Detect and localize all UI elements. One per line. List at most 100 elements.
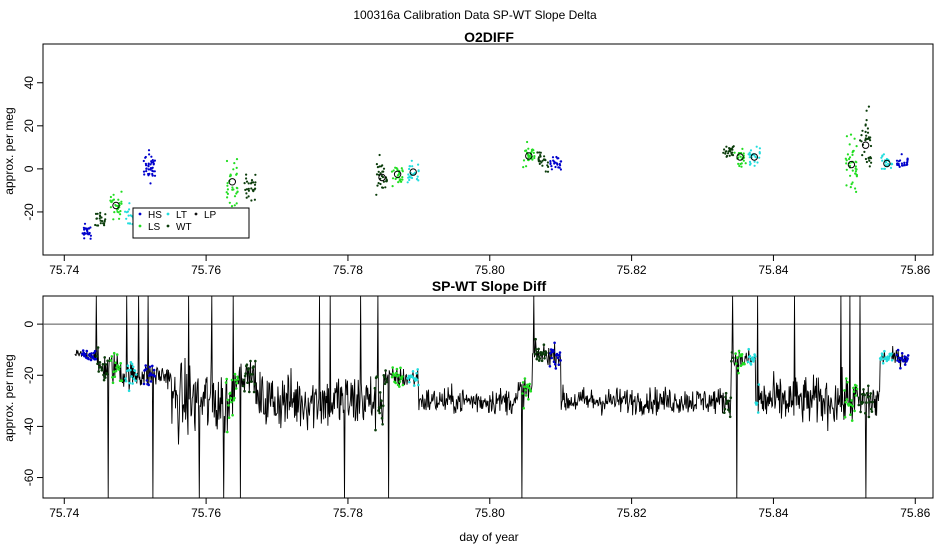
data-point-wt	[378, 165, 381, 168]
data-point-ls	[738, 164, 741, 168]
slope-point-hs	[142, 382, 146, 386]
slope-diff-title: SP-WT Slope Diff	[432, 278, 547, 294]
data-point-ls	[235, 192, 238, 195]
slope-point-wt	[101, 368, 104, 372]
data-point-hs	[906, 158, 909, 161]
data-point-ls	[532, 151, 535, 154]
data-point-ls	[109, 199, 112, 202]
legend-box	[132, 207, 250, 239]
data-point-ls	[846, 153, 850, 156]
legend-label-ls: LS	[148, 222, 161, 233]
slope-point-hs	[552, 350, 555, 353]
slope-point-hs	[903, 363, 907, 366]
data-point-ls	[850, 183, 853, 186]
slope-point-ls	[739, 364, 743, 368]
data-point-wt	[376, 184, 379, 187]
slope-point-wt	[540, 359, 544, 363]
data-point-hs	[142, 159, 145, 163]
slope-point-ls	[229, 391, 232, 395]
data-point-ls	[742, 152, 745, 155]
slope-point-wt	[868, 400, 871, 404]
data-point-ls	[845, 159, 848, 162]
data-point-wt	[861, 154, 864, 157]
slope-point-ls	[233, 372, 237, 376]
data-point-lt	[128, 208, 131, 211]
slope-point-ls	[734, 352, 737, 355]
x-tick-label: 75.80	[475, 263, 505, 277]
slope-point-ls	[736, 356, 739, 359]
data-point-hs	[549, 162, 552, 165]
slope-point-wt	[539, 351, 543, 354]
slope-point-wt	[249, 359, 252, 363]
slope-point-hs	[902, 358, 906, 362]
slope-point-hs	[93, 349, 97, 353]
data-point-wt	[99, 211, 102, 214]
data-point-wt	[725, 145, 728, 148]
data-point-wt	[103, 224, 106, 227]
slope-point-wt	[242, 384, 245, 388]
slope-point-wt	[730, 359, 733, 363]
data-point-hs	[903, 161, 906, 164]
data-point-hs	[147, 168, 150, 171]
legend-swatch-ls	[138, 224, 142, 228]
slope-point-lt	[126, 364, 130, 368]
data-point-hs	[550, 165, 553, 168]
data-point-lt	[882, 153, 886, 156]
data-point-wt	[244, 188, 247, 191]
data-point-wt	[538, 151, 541, 154]
data-point-wt	[253, 198, 256, 201]
slope-point-ls	[234, 387, 238, 390]
data-point-hs	[900, 162, 904, 165]
slope-point-lt	[129, 368, 132, 372]
slope-point-ls	[849, 403, 853, 407]
slope-point-ls	[529, 389, 533, 393]
slope-point-wt	[865, 392, 869, 395]
slope-point-ls	[397, 373, 401, 377]
data-point-hs	[555, 155, 558, 159]
data-point-hs	[895, 159, 899, 162]
data-point-wt	[385, 180, 388, 183]
data-point-hs	[153, 170, 156, 173]
slope-point-ls	[232, 398, 236, 402]
data-point-ls	[845, 168, 848, 171]
slope-point-lt	[130, 362, 134, 366]
data-point-ls	[235, 166, 238, 169]
data-point-wt	[379, 172, 382, 175]
data-point-lt	[408, 178, 411, 182]
data-point-hs	[898, 165, 901, 168]
data-point-ls	[401, 170, 404, 173]
data-point-wt	[538, 160, 542, 163]
data-point-hs	[142, 170, 146, 173]
data-point-wt	[382, 180, 385, 183]
data-point-ls	[226, 184, 229, 187]
legend-swatch-wt	[166, 224, 170, 228]
data-point-hs	[147, 162, 150, 165]
slope-point-ls	[226, 430, 229, 434]
data-point-wt	[867, 136, 871, 139]
o2diff-axes: 75.74 75.76 75.78 75.80 75.82 75.84 75.86 -20 0 2…	[22, 43, 934, 277]
slope-point-wt	[102, 373, 105, 377]
data-point-wt	[385, 178, 388, 181]
legend-swatch-hs	[138, 212, 142, 216]
data-point-ls	[844, 157, 847, 160]
slope-point-hs	[899, 366, 902, 370]
data-point-wt	[379, 182, 382, 186]
slope-point-wt	[378, 411, 381, 415]
slope-point-hs	[898, 360, 901, 364]
data-point-wt	[245, 196, 248, 199]
data-point-ls	[522, 166, 525, 169]
data-point-ls	[526, 140, 529, 144]
slope-point-ls	[524, 394, 528, 397]
data-point-wt	[547, 165, 550, 168]
data-point-ls	[112, 218, 115, 221]
legend-label-wt: WT	[176, 222, 192, 233]
data-point-wt	[250, 179, 254, 182]
data-point-hs	[549, 160, 552, 163]
slope-point-wt	[373, 386, 377, 390]
slope-point-lt	[412, 384, 416, 387]
data-point-lt	[758, 151, 761, 154]
slope-point-wt	[104, 363, 108, 366]
figure-title: 100316a Calibration Data SP-WT Slope Del…	[353, 8, 597, 22]
data-point-hs	[900, 153, 903, 156]
